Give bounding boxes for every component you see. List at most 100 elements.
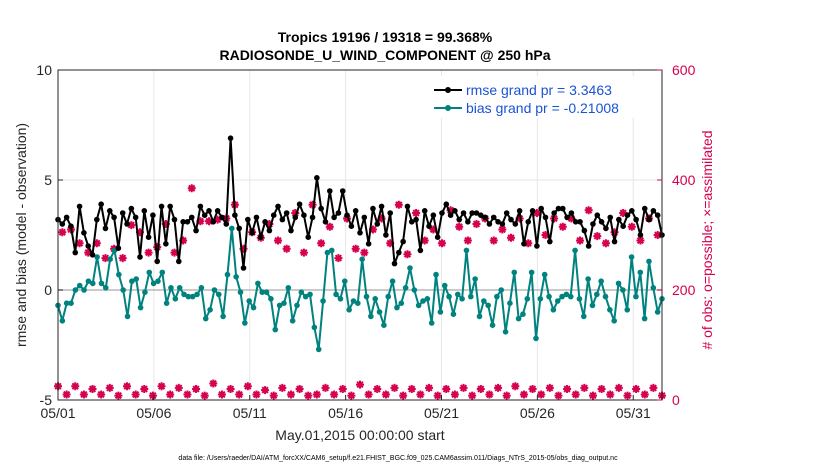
obs-count-point: [274, 236, 283, 245]
obs-count-point: [524, 239, 533, 248]
obs-count-point: [351, 244, 360, 253]
obs-count-point: [519, 390, 528, 399]
rmse-point: [391, 260, 398, 267]
x-tick-label: 05/31: [616, 405, 651, 421]
obs-count-point: [343, 214, 352, 223]
bias-point: [541, 271, 548, 278]
bias-point: [628, 254, 635, 260]
bias-point: [246, 298, 252, 304]
rmse-point: [383, 232, 389, 238]
chart-title: Tropics 19196 / 19318 = 99.368%: [278, 29, 493, 45]
obs-count-point: [623, 391, 632, 400]
rmse-point: [361, 214, 368, 221]
obs-count-point: [360, 248, 369, 257]
rmse-point: [559, 205, 566, 212]
obs-count-point: [429, 225, 438, 234]
rmse-point: [115, 245, 122, 251]
rmse-point: [309, 214, 316, 221]
obs-count-point: [373, 385, 382, 393]
rmse-point: [296, 201, 303, 207]
bias-point: [281, 300, 287, 307]
bias-point: [550, 307, 557, 313]
obs-count-point: [312, 390, 321, 399]
y-tick-label: 5: [44, 172, 52, 188]
rmse-point: [516, 208, 523, 214]
bias-point: [229, 225, 235, 232]
obs-count-point: [58, 228, 67, 237]
obs-count-point: [463, 236, 472, 245]
obs-count-point: [243, 382, 252, 391]
obs-count-point: [97, 390, 106, 399]
bias-point: [524, 296, 531, 302]
obs-count-point: [386, 239, 395, 248]
bias-point: [611, 318, 618, 324]
rmse-point: [654, 212, 661, 218]
rmse-point: [443, 201, 450, 207]
obs-count-point: [554, 391, 563, 400]
bias-point: [411, 287, 418, 293]
bias-point: [215, 291, 222, 298]
bias-point: [207, 307, 213, 313]
rmse-point: [98, 201, 104, 207]
rmse-point: [327, 188, 333, 194]
rmse-point: [585, 243, 592, 249]
bias-point: [311, 324, 318, 331]
rmse-point: [210, 219, 217, 225]
obs-count-point: [71, 382, 80, 391]
obs-count-point: [75, 239, 84, 248]
bias-point: [602, 293, 609, 300]
bias-point: [116, 271, 122, 278]
rmse-point: [214, 208, 221, 214]
bias-point: [637, 269, 644, 276]
obs-count-point: [101, 254, 110, 263]
obs-count-point: [632, 385, 641, 393]
rmse-point: [512, 221, 519, 227]
bias-point: [276, 302, 283, 309]
obs-count-point: [127, 221, 136, 230]
rmse-point: [460, 210, 467, 216]
bias-point: [580, 313, 587, 320]
bias-point: [198, 285, 205, 291]
bias-point: [172, 296, 179, 302]
rmse-point: [223, 221, 230, 227]
bias-point: [59, 318, 66, 324]
obs-count-point: [507, 233, 515, 242]
obs-count-point: [140, 385, 149, 393]
y-right-tick-label: 200: [672, 282, 696, 298]
rmse-point: [503, 210, 510, 216]
bias-point: [511, 269, 518, 276]
chart-subtitle: RADIOSONDE_U_WIND_COMPONENT @ 250 hPa: [219, 47, 550, 63]
bias-point: [346, 307, 352, 313]
rmse-point: [413, 216, 419, 223]
bias-point: [255, 280, 261, 287]
bias-point: [233, 274, 239, 280]
bias-point: [607, 307, 613, 313]
y-tick-label: 0: [44, 282, 52, 298]
rmse-point: [551, 210, 557, 216]
rmse-point: [249, 230, 255, 236]
bias-point: [372, 296, 379, 302]
rmse-point: [370, 205, 376, 212]
rmse-point: [137, 254, 143, 260]
rmse-point: [629, 208, 635, 214]
obs-count-point: [593, 232, 602, 241]
obs-count-point: [157, 382, 166, 391]
obs-count-point: [528, 385, 537, 393]
rmse-point: [534, 243, 540, 249]
bias-point: [559, 293, 565, 300]
axis-ticks: 05/01 05/06 05/11 05/16 05/21 05/26 05/31 -5 0 5 1…: [36, 62, 695, 421]
bias-point: [298, 289, 305, 296]
obs-count-point: [161, 220, 170, 228]
rmse-point: [650, 208, 657, 214]
obs-count-point: [610, 228, 619, 237]
rmse-point: [378, 203, 385, 210]
bias-point: [446, 293, 452, 300]
rmse-point: [150, 212, 156, 218]
rmse-point: [111, 214, 117, 221]
bias-point: [415, 302, 422, 309]
bias-point: [363, 293, 370, 300]
bias-point: [85, 278, 92, 285]
obs-count-point: [446, 206, 455, 215]
bias-point: [567, 293, 574, 300]
obs-count-point: [200, 391, 209, 400]
